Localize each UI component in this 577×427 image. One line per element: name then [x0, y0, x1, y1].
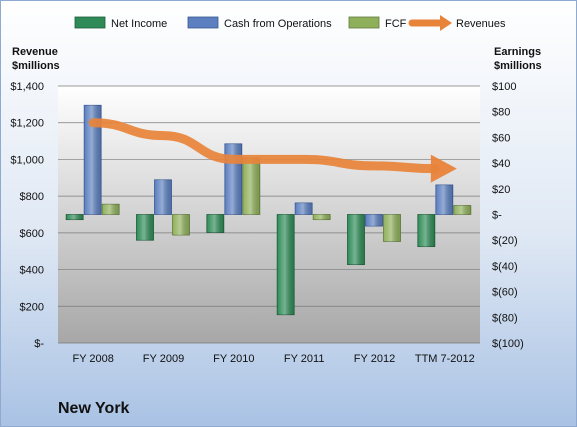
bar-sheen	[172, 214, 190, 236]
bar-sheen	[295, 202, 313, 215]
right-axis-title-line1: Earnings	[494, 46, 541, 58]
left-axis-ticks: $- $200 $400 $600 $800 $1,000 $1,200 $1,400	[10, 81, 44, 350]
right-tick-label: $60	[492, 132, 510, 144]
legend: Net Income Cash from Operations FCF Reve…	[74, 15, 506, 31]
bar-sheen	[365, 214, 383, 227]
bar-sheen	[102, 204, 120, 215]
category-label: FY 2008	[72, 353, 113, 365]
legend-swatch-revenues-arrow	[440, 15, 452, 31]
left-tick-label: $1,200	[10, 118, 44, 130]
legend-label-net-income: Net Income	[111, 18, 167, 30]
legend-label-revenues: Revenues	[456, 18, 506, 30]
company-name: New York	[58, 400, 130, 417]
revenue-line-arrowhead	[430, 154, 457, 183]
legend-label-fcf: FCF	[385, 18, 407, 30]
legend-swatch-fcf	[348, 16, 380, 29]
left-tick-label: $400	[20, 265, 44, 277]
left-axis-title-line2: $millions	[12, 60, 60, 72]
bar-sheen	[277, 214, 295, 315]
right-tick-label: $-	[492, 210, 502, 222]
legend-label-cash-from-operations: Cash from Operations	[224, 18, 332, 30]
right-axis-ticks: $(100) $(80) $(60) $(40) $(20) $- $20 $40 $60 $80…	[492, 81, 524, 350]
category-label: FY 2009	[143, 353, 184, 365]
left-tick-label: $1,000	[10, 154, 44, 166]
bar-sheen	[154, 179, 172, 215]
bar-sheen	[242, 157, 260, 215]
right-axis-title-line2: $millions	[494, 60, 542, 72]
revenue-line-path	[88, 118, 440, 174]
right-tick-label: $20	[492, 184, 510, 196]
left-axis-title-line1: Revenue	[12, 46, 58, 58]
right-tick-label: $(80)	[492, 312, 518, 324]
category-label: FY 2012	[354, 353, 395, 365]
left-tick-label: $200	[20, 301, 44, 313]
bar-sheen	[313, 214, 331, 220]
left-tick-label: $1,400	[10, 81, 44, 93]
right-tick-label: $(60)	[492, 287, 518, 299]
category-label: FY 2010	[213, 353, 254, 365]
bar-sheen	[84, 105, 102, 215]
bar-sheen	[435, 184, 453, 215]
legend-swatch-cash-from-operations	[187, 16, 219, 29]
category-labels: FY 2008 FY 2009 FY 2010 FY 2011 FY 2012 TTM 7…	[72, 353, 474, 365]
left-tick-label: $800	[20, 191, 44, 203]
right-tick-label: $(20)	[492, 235, 518, 247]
bar-sheen	[136, 214, 154, 241]
bar-sheen	[453, 205, 471, 215]
legend-swatch-net-income	[74, 16, 106, 29]
bar-sheen	[206, 214, 224, 233]
category-label: FY 2011	[284, 353, 325, 365]
bar-sheen	[224, 143, 242, 215]
bar-sheen	[66, 214, 84, 220]
right-tick-label: $100	[492, 81, 516, 93]
right-tick-label: $40	[492, 158, 510, 170]
right-tick-label: $(40)	[492, 261, 518, 273]
left-tick-label: $-	[34, 338, 44, 350]
bar-sheen	[383, 214, 401, 242]
bar-sheen	[417, 214, 435, 247]
right-tick-label: $(100)	[492, 338, 524, 350]
revenue-line	[88, 118, 457, 183]
left-tick-label: $600	[20, 228, 44, 240]
right-tick-label: $80	[492, 107, 510, 119]
category-label: TTM 7-2012	[415, 353, 475, 365]
bar-sheen	[347, 214, 365, 265]
